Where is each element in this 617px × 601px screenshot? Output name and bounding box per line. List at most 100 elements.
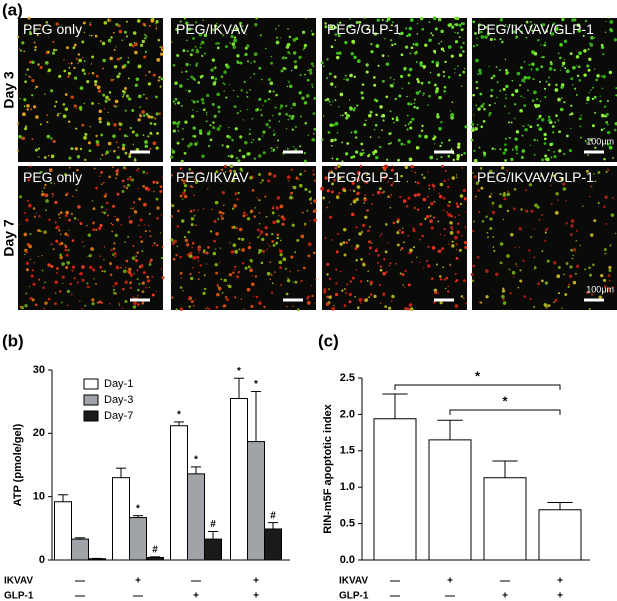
cell	[288, 81, 291, 84]
cell	[126, 60, 130, 64]
cell	[339, 92, 344, 97]
cell	[416, 208, 420, 212]
cell	[579, 125, 582, 128]
cell	[17, 149, 19, 152]
cell	[122, 269, 127, 274]
cell	[285, 45, 290, 49]
cell	[399, 249, 402, 251]
cell	[144, 33, 147, 36]
cell	[475, 80, 478, 84]
cell	[575, 240, 578, 242]
cell	[349, 73, 353, 78]
cell	[231, 138, 234, 142]
cell	[79, 272, 83, 276]
cell	[245, 213, 248, 216]
cell	[101, 211, 104, 214]
cell	[270, 291, 274, 294]
cell	[534, 203, 538, 208]
cell	[344, 74, 347, 77]
significance-marker: #	[210, 519, 216, 530]
cell	[512, 30, 516, 34]
cell	[31, 60, 35, 65]
cell	[67, 120, 71, 123]
cell	[433, 292, 436, 294]
cell	[382, 271, 387, 276]
cell	[84, 132, 88, 136]
cell	[59, 233, 62, 235]
cell	[350, 52, 354, 56]
cell	[519, 84, 522, 87]
cell	[145, 112, 149, 116]
cell	[312, 65, 315, 68]
cell	[31, 138, 34, 140]
cell	[464, 67, 466, 70]
cell	[232, 271, 235, 274]
cell	[92, 228, 96, 232]
cell	[388, 142, 390, 145]
cell	[68, 66, 71, 69]
cell	[599, 100, 602, 103]
cell	[404, 124, 407, 127]
cell	[89, 23, 92, 27]
cell	[461, 234, 463, 237]
cell	[73, 66, 76, 70]
cell	[353, 75, 356, 79]
cell	[500, 40, 504, 44]
cell	[458, 36, 461, 39]
cell	[556, 274, 561, 279]
cell	[216, 46, 220, 50]
cell	[474, 32, 477, 35]
cell	[454, 304, 459, 308]
cell	[203, 33, 208, 38]
cell	[176, 245, 179, 248]
cell	[527, 124, 530, 127]
cell	[485, 215, 488, 218]
cell	[336, 232, 340, 236]
cell	[246, 44, 250, 48]
cell	[221, 291, 224, 294]
cell	[55, 22, 59, 26]
cell	[578, 117, 582, 121]
cell	[450, 112, 455, 117]
cell	[529, 25, 533, 29]
cell	[246, 217, 251, 221]
cell	[118, 302, 120, 305]
cell	[114, 233, 118, 238]
cell	[483, 152, 487, 155]
cell	[99, 255, 102, 258]
cell	[99, 158, 102, 160]
cell	[475, 86, 479, 90]
cell	[545, 80, 548, 83]
cell	[406, 307, 410, 311]
cell	[358, 179, 361, 182]
cell	[304, 159, 307, 163]
cell	[121, 89, 125, 93]
cell	[260, 114, 263, 117]
cell	[242, 119, 245, 121]
cell	[31, 79, 35, 83]
cell	[113, 65, 118, 69]
cell	[563, 100, 566, 104]
cell	[287, 51, 291, 54]
cell	[430, 32, 433, 35]
cell	[61, 275, 65, 279]
cell	[195, 49, 200, 54]
cell	[400, 142, 404, 146]
cell	[336, 195, 340, 199]
cell	[271, 211, 275, 215]
cell	[376, 247, 378, 250]
cell	[584, 140, 587, 142]
cell	[505, 137, 507, 140]
cell	[135, 133, 139, 137]
cell	[457, 65, 459, 67]
cell	[330, 170, 333, 173]
cell	[519, 269, 522, 272]
cell	[380, 29, 383, 32]
cell	[365, 119, 367, 122]
cell	[38, 278, 41, 281]
cell	[569, 233, 573, 237]
cell	[295, 64, 297, 67]
cell	[404, 269, 407, 273]
cell	[309, 71, 313, 75]
cell	[415, 50, 418, 53]
